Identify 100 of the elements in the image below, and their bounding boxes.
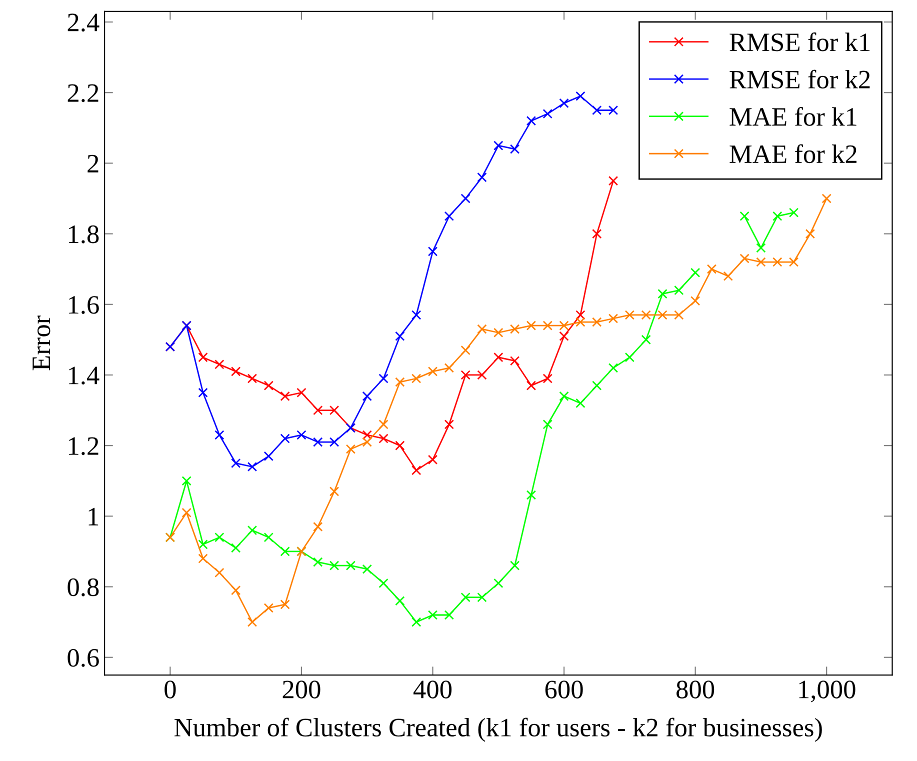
point (329, 405, 340, 416)
point (411, 310, 422, 320)
y-tick-label: 2.4 (68, 14, 100, 32)
point (198, 388, 208, 398)
point (477, 370, 487, 380)
point (592, 317, 602, 327)
point (608, 363, 618, 373)
point (296, 388, 306, 398)
point (411, 374, 422, 384)
point (395, 596, 405, 606)
point (346, 444, 356, 454)
y-tick-label: 1.4 (69, 366, 100, 385)
point (247, 525, 258, 536)
point (674, 285, 684, 296)
y-tick-label: 1.2 (69, 437, 98, 456)
point (788, 208, 799, 218)
point (395, 331, 405, 342)
point (280, 391, 290, 402)
point (460, 345, 470, 356)
x-axis-title: Number of Clusters Created (k1 for users - k2 for businesses) (174, 718, 822, 742)
point (526, 380, 536, 390)
x-tick-label: 200 (282, 680, 320, 698)
point (559, 331, 569, 342)
y-tick-label: 0.8 (68, 578, 99, 596)
point (658, 288, 668, 299)
point (526, 490, 536, 500)
point (247, 462, 258, 472)
point (723, 271, 733, 282)
point (624, 352, 635, 362)
point (756, 257, 766, 267)
point (214, 532, 224, 542)
point (264, 603, 274, 613)
point (444, 363, 454, 373)
point (247, 617, 258, 627)
point (740, 254, 750, 264)
point (280, 434, 290, 444)
point (772, 211, 782, 221)
point (559, 320, 569, 330)
point (428, 366, 438, 376)
point (494, 578, 504, 588)
point (182, 508, 192, 518)
x-tick-label: 600 (545, 680, 583, 698)
point (592, 105, 602, 116)
point (608, 314, 618, 324)
point (542, 420, 552, 430)
point (576, 317, 586, 327)
point (362, 437, 372, 447)
point (329, 486, 340, 496)
y-tick-label: 0.6 (68, 648, 99, 667)
point (313, 437, 323, 447)
y-axis-title: Error (32, 316, 50, 370)
point (608, 105, 618, 116)
point (411, 465, 422, 476)
point (444, 211, 454, 221)
point (395, 440, 405, 450)
point (378, 374, 388, 384)
point (247, 374, 258, 384)
legend-label: MAE for k1 (730, 106, 856, 126)
x-tick-label: 1,000 (799, 680, 856, 702)
point (378, 434, 388, 444)
point (477, 324, 487, 334)
point (296, 430, 306, 440)
point (559, 391, 569, 402)
point (510, 144, 520, 154)
point (313, 557, 323, 567)
point (576, 398, 586, 408)
point (362, 564, 372, 574)
point (460, 370, 470, 380)
point (542, 320, 552, 330)
point (428, 610, 438, 620)
point (576, 310, 586, 320)
point (510, 560, 520, 570)
point (460, 592, 470, 602)
y-tick-label: 1 (88, 508, 98, 526)
point (494, 352, 504, 362)
point (198, 352, 208, 362)
legend-label: MAE for k2 (730, 144, 856, 164)
point (460, 194, 470, 204)
point (690, 296, 700, 306)
point (510, 356, 520, 366)
point (690, 268, 700, 278)
point (559, 98, 569, 108)
point (477, 172, 487, 182)
point (214, 360, 224, 370)
point (362, 391, 372, 402)
point (592, 228, 602, 239)
legend-label: RMSE for k1 (730, 32, 870, 52)
point (214, 568, 224, 578)
point (444, 420, 454, 430)
point (313, 405, 323, 416)
point (411, 617, 422, 627)
point (706, 264, 717, 274)
point (526, 320, 536, 330)
y-tick-label: 2.2 (68, 84, 98, 102)
point (608, 176, 618, 186)
point (428, 454, 438, 465)
point (494, 140, 504, 150)
point (674, 310, 684, 320)
point (214, 430, 224, 440)
point (230, 543, 241, 553)
